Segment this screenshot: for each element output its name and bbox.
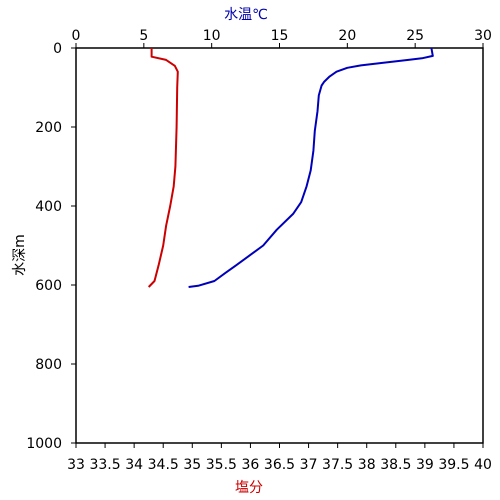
- y-axis-title: 水深m: [12, 234, 28, 276]
- y-tick-label: 400: [35, 199, 62, 215]
- x-bottom-tick-label: 33.5: [89, 457, 120, 473]
- salinity-series-line: [147, 48, 179, 288]
- plot-area-frame: [75, 47, 484, 444]
- x-bottom-tick-label: 34.5: [148, 457, 179, 473]
- y-tick-label: 800: [35, 357, 62, 373]
- x-bottom-tick-label: 38.5: [380, 457, 411, 473]
- x-bottom-tick-label: 35: [183, 457, 201, 473]
- x-bottom-axis-title: 塩分: [235, 480, 263, 496]
- x-bottom-tick-label: 34: [125, 457, 143, 473]
- series-layer: [147, 47, 434, 288]
- x-bottom-tick-label: 38: [358, 457, 376, 473]
- x-bottom-tick-label: 40: [474, 457, 492, 473]
- x-bottom-tick-label: 33: [67, 457, 85, 473]
- x-top-tick-label: 25: [406, 28, 424, 44]
- x-bottom-tick-label: 37.5: [322, 457, 353, 473]
- y-tick-label: 0: [53, 41, 62, 57]
- x-top-tick-label: 15: [271, 28, 289, 44]
- y-tick-label: 600: [35, 278, 62, 294]
- x-bottom-tick-label: 35.5: [206, 457, 237, 473]
- x-top-tick-label: 5: [139, 28, 148, 44]
- y-tick-label: 1000: [26, 436, 62, 452]
- x-top-tick-label: 10: [203, 28, 221, 44]
- axis-ticks: 0 200 400 600 800 1000 0 5 10 15 20 25 30 33 33.5 34 34.…: [26, 28, 492, 473]
- x-top-tick-label: 0: [72, 28, 81, 44]
- y-tick-label: 200: [35, 120, 62, 136]
- x-bottom-tick-label: 36.5: [264, 457, 295, 473]
- x-top-tick-label: 30: [474, 28, 492, 44]
- x-top-axis-title: 水温℃: [224, 7, 268, 23]
- x-bottom-tick-label: 36: [242, 457, 260, 473]
- x-top-tick-label: 20: [338, 28, 356, 44]
- x-bottom-tick-label: 37: [300, 457, 318, 473]
- x-bottom-tick-label: 39: [416, 457, 434, 473]
- x-bottom-tick-label: 39.5: [438, 457, 469, 473]
- temperature-series-line: [188, 47, 434, 288]
